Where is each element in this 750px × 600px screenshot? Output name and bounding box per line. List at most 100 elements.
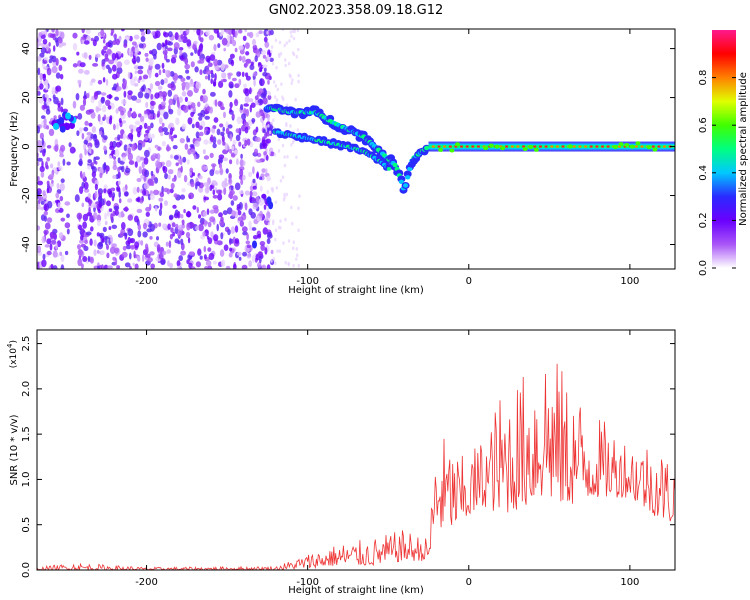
noise-speckle bbox=[209, 209, 215, 214]
noise-speckle bbox=[252, 178, 256, 184]
noise-speckle bbox=[172, 204, 177, 209]
noise-speckle bbox=[144, 92, 150, 99]
carrier-peak bbox=[595, 145, 599, 148]
noise-speckle bbox=[135, 197, 140, 202]
noise-speckle bbox=[198, 125, 203, 130]
noise-speckle bbox=[226, 29, 230, 34]
noise-speckle bbox=[297, 228, 300, 233]
noise-speckle bbox=[281, 175, 285, 179]
noise-speckle bbox=[214, 170, 220, 175]
noise-speckle bbox=[84, 120, 89, 126]
noise-speckle bbox=[189, 144, 195, 148]
noise-speckle bbox=[215, 182, 218, 186]
noise-speckle bbox=[267, 114, 270, 122]
noise-speckle bbox=[261, 193, 267, 199]
noise-speckle bbox=[64, 222, 71, 229]
carrier-peak bbox=[443, 145, 447, 148]
noise-speckle bbox=[114, 209, 119, 216]
noise-speckle bbox=[122, 245, 127, 251]
noise-speckle bbox=[216, 128, 221, 136]
noise-speckle bbox=[202, 95, 208, 103]
noise-speckle bbox=[158, 117, 163, 125]
noise-speckle bbox=[161, 250, 167, 256]
noise-speckle bbox=[226, 207, 233, 215]
noise-speckle bbox=[160, 132, 164, 137]
noise-speckle bbox=[229, 53, 235, 59]
noise-speckle bbox=[255, 32, 260, 38]
noise-speckle bbox=[183, 209, 186, 214]
noise-speckle bbox=[230, 226, 236, 234]
noise-speckle bbox=[43, 118, 47, 125]
noise-speckle bbox=[282, 241, 285, 245]
noise-speckle bbox=[257, 262, 262, 269]
noise-speckle bbox=[39, 72, 43, 81]
noise-speckle bbox=[158, 126, 164, 134]
snr-series-line bbox=[37, 363, 675, 570]
signal-core bbox=[403, 183, 409, 188]
noise-speckle bbox=[48, 47, 51, 54]
noise-speckle bbox=[79, 104, 85, 111]
noise-speckle bbox=[104, 220, 108, 226]
noise-speckle bbox=[245, 240, 251, 245]
noise-speckle bbox=[206, 130, 210, 136]
noise-speckle bbox=[262, 64, 268, 69]
noise-speckle bbox=[81, 228, 85, 236]
noise-speckle bbox=[162, 95, 166, 102]
noise-speckle bbox=[62, 57, 67, 62]
noise-speckle bbox=[185, 69, 190, 74]
noise-speckle bbox=[245, 108, 249, 117]
noise-speckle bbox=[202, 88, 206, 95]
noise-speckle bbox=[209, 216, 216, 223]
noise-speckle bbox=[165, 58, 170, 63]
noise-speckle bbox=[213, 117, 219, 123]
noise-speckle bbox=[295, 155, 298, 160]
noise-speckle bbox=[288, 39, 291, 43]
noise-speckle bbox=[154, 92, 160, 99]
noise-speckle bbox=[242, 174, 246, 181]
noise-speckle bbox=[143, 122, 148, 129]
noise-speckle bbox=[40, 214, 46, 222]
noise-speckle bbox=[210, 73, 215, 79]
noise-speckle bbox=[83, 245, 89, 252]
noise-speckle bbox=[87, 192, 91, 199]
noise-speckle bbox=[167, 223, 171, 230]
noise-speckle bbox=[128, 132, 134, 140]
noise-speckle bbox=[252, 202, 259, 210]
noise-speckle bbox=[212, 189, 216, 196]
noise-speckle bbox=[263, 36, 268, 43]
noise-speckle bbox=[251, 191, 258, 197]
noise-speckle bbox=[134, 47, 139, 54]
noise-speckle bbox=[289, 30, 292, 34]
noise-speckle bbox=[180, 165, 183, 173]
noise-speckle bbox=[162, 68, 166, 74]
noise-speckle bbox=[195, 261, 201, 268]
noise-speckle bbox=[54, 37, 59, 43]
spectrogram-y-label: Frequency (Hz) bbox=[9, 111, 20, 187]
noise-speckle bbox=[296, 253, 299, 257]
noise-speckle bbox=[221, 135, 225, 143]
noise-speckle bbox=[219, 123, 224, 128]
signal-core bbox=[386, 167, 392, 171]
noise-speckle bbox=[100, 96, 105, 104]
noise-speckle bbox=[257, 99, 263, 104]
noise-speckle bbox=[161, 185, 164, 194]
noise-speckle bbox=[81, 29, 85, 34]
noise-speckle bbox=[170, 154, 173, 159]
noise-speckle bbox=[116, 187, 121, 192]
noise-speckle bbox=[141, 85, 145, 92]
noise-speckle bbox=[72, 100, 77, 109]
noise-speckle bbox=[101, 92, 107, 96]
noise-speckle bbox=[140, 35, 146, 43]
noise-speckle bbox=[238, 202, 243, 210]
noise-speckle bbox=[136, 255, 141, 262]
noise-speckle bbox=[144, 169, 150, 178]
noise-speckle bbox=[51, 179, 54, 184]
noise-speckle bbox=[99, 172, 103, 179]
noise-speckle bbox=[49, 55, 54, 60]
noise-speckle bbox=[147, 113, 154, 120]
noise-speckle bbox=[164, 53, 168, 61]
noise-speckle bbox=[176, 265, 182, 269]
noise-speckle bbox=[244, 202, 248, 211]
noise-speckle bbox=[166, 47, 173, 52]
noise-speckle bbox=[257, 62, 262, 66]
